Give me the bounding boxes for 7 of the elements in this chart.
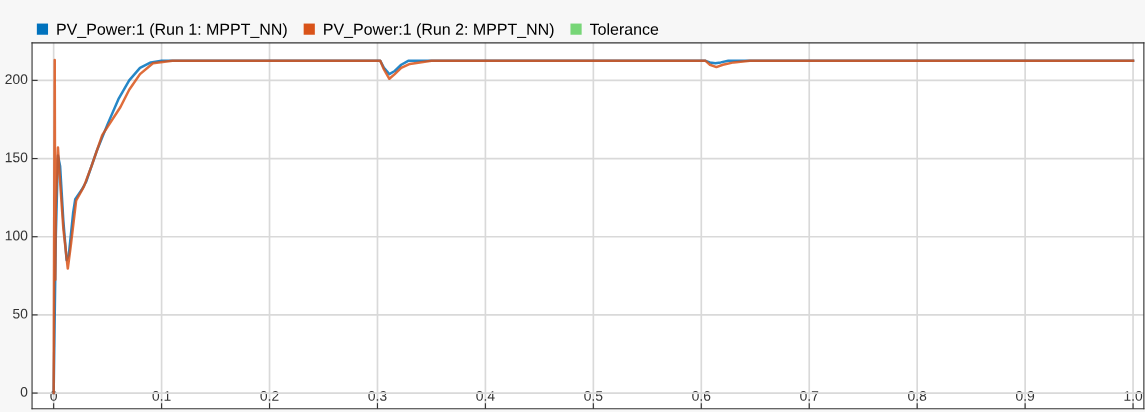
y-tick-label: 50 xyxy=(13,308,28,319)
y-tick-label: 200 xyxy=(5,74,28,85)
legend-label: Tolerance xyxy=(589,23,659,35)
y-tick-label: 150 xyxy=(5,152,28,163)
legend-label: PV_Power:1 (Run 2: MPPT_NN) xyxy=(324,23,554,39)
y-tick-label: 100 xyxy=(5,230,28,241)
legend-label: PV_Power:1 (Run 1: MPPT_NN) xyxy=(57,23,287,39)
